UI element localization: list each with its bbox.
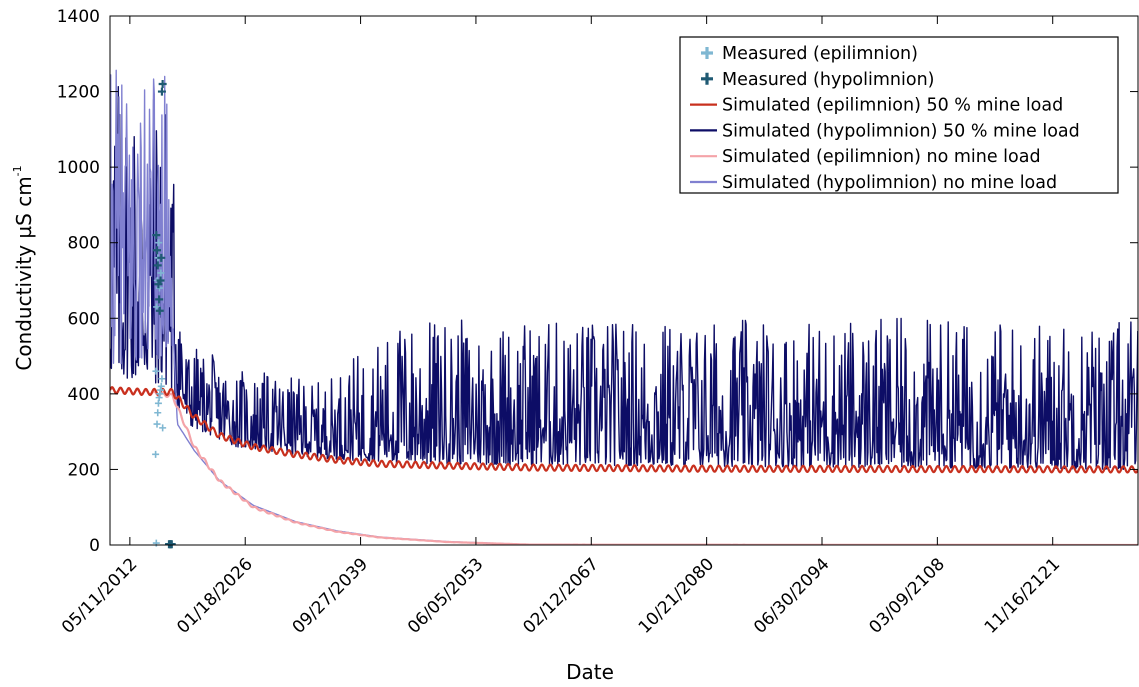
measured-point — [155, 295, 164, 304]
series-line-3 — [110, 86, 1138, 470]
y-tick-label: 200 — [68, 460, 100, 480]
measured-point — [167, 540, 176, 549]
measured-point — [155, 306, 164, 315]
legend-label: Simulated (hypolimnion) no mine load — [722, 173, 1057, 193]
y-axis-label-text: Conductivity µS cm — [12, 176, 36, 370]
legend: Measured (epilimnion) Measured (hypolimni… — [679, 36, 1119, 194]
plot-frame — [109, 15, 1139, 546]
measured-point — [158, 80, 167, 89]
y-axis-label-superscript: -1 — [11, 165, 24, 176]
measured-point — [153, 420, 161, 428]
y-tick-label: 1400 — [57, 7, 100, 27]
measured-markers — [152, 80, 176, 549]
y-axis-label: Conductivity µS cm-1 — [11, 165, 36, 370]
series-line-2 — [110, 386, 1138, 474]
y-axis-title: Conductivity µS cm-1 — [11, 165, 36, 370]
x-tick-label: 05/11/2012 — [58, 554, 141, 637]
x-tick-label: 01/18/2026 — [173, 554, 256, 637]
legend-box — [679, 36, 1119, 194]
x-tick-label: 09/27/2039 — [289, 554, 372, 637]
measured-point — [157, 253, 166, 262]
legend-label: Simulated (epilimnion) no mine load — [722, 147, 1041, 167]
measured-point — [154, 409, 162, 417]
measured-point — [157, 269, 165, 277]
legend-label: Measured (epilimnion) — [722, 44, 918, 64]
x-tick-label: 11/16/2121 — [981, 554, 1064, 637]
legend-label: Simulated (hypolimnion) 50 % mine load — [722, 121, 1080, 141]
legend-marker — [701, 47, 713, 59]
x-tick-label: 10/21/2080 — [635, 554, 718, 637]
y-tick-label: 400 — [68, 385, 100, 405]
measured-point — [156, 276, 165, 285]
x-axis-label: Date — [566, 660, 614, 684]
y-tick-label: 1200 — [57, 83, 100, 103]
measured-point — [159, 424, 167, 432]
measured-point — [157, 382, 165, 390]
y-tick-label: 600 — [68, 309, 100, 329]
x-tick-label: 06/05/2053 — [404, 554, 487, 637]
x-tick-label: 02/12/2067 — [519, 554, 602, 637]
x-tick-label: 06/30/2094 — [750, 554, 833, 637]
measured-point — [152, 231, 161, 240]
measured-point — [153, 246, 162, 255]
legend-marker — [701, 72, 713, 85]
y-tick-label: 800 — [68, 234, 100, 254]
legend-label: Measured (hypolimnion) — [722, 70, 935, 90]
measured-point — [155, 239, 163, 247]
y-axis: 0 200 400 600 800 1000 1200 1400 — [57, 7, 1138, 556]
measured-point — [158, 375, 166, 383]
measured-point — [152, 367, 160, 375]
x-tick-label: 03/09/2108 — [865, 554, 948, 637]
legend-label: Simulated (epilimnion) 50 % mine load — [722, 96, 1063, 116]
y-tick-label: 1000 — [57, 158, 100, 178]
measured-point — [152, 539, 160, 547]
measured-point — [152, 450, 160, 458]
measured-point — [153, 261, 162, 270]
measured-point — [157, 87, 166, 96]
y-tick-label: 0 — [89, 536, 100, 556]
